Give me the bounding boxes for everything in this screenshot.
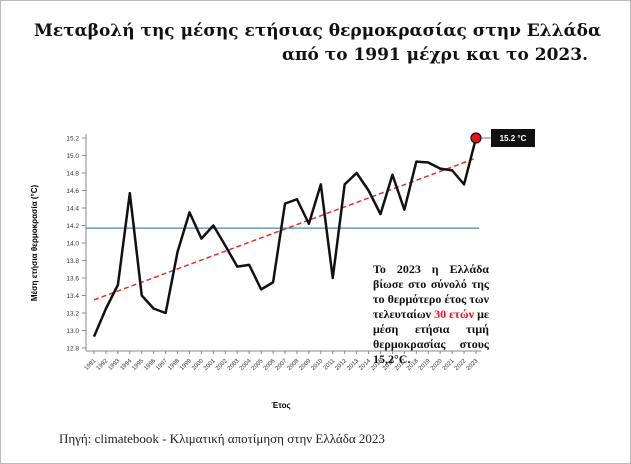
x-tick-label: 1996 — [143, 358, 157, 372]
x-tick-label: 2003 — [227, 358, 241, 372]
x-tick-label: 2009 — [299, 358, 313, 372]
x-tick-label: 1998 — [167, 358, 181, 372]
annotation-emphasis: 30 ετών — [434, 307, 474, 321]
x-tick-label: 2006 — [263, 358, 277, 372]
x-tick-label: 2013 — [346, 358, 360, 372]
title-line: από το 1991 μέχρι και το 2023. — [281, 45, 588, 65]
y-tick-label: 15.2 — [66, 136, 79, 143]
x-tick-label: 2004 — [239, 358, 253, 372]
title-line: Μεταβολή της μέσης ετήσιας θερμοκρασίας … — [34, 21, 602, 41]
y-tick-label: 14.2 — [66, 223, 79, 230]
source: Πηγή: climatebook - Κλιματική αποτίμηση … — [59, 431, 385, 446]
x-tick-label: 2008 — [287, 358, 301, 372]
y-tick-label: 14.0 — [66, 241, 79, 248]
callout-box — [491, 129, 535, 147]
x-tick-label: 2000 — [191, 358, 205, 372]
annotation: Το 2023 η Ελλάδα βίωσε στο σύνολό της το… — [373, 262, 489, 367]
x-tick-label: 2010 — [311, 358, 325, 372]
y-tick-label: 14.4 — [66, 206, 79, 213]
x-tick-label: 2007 — [275, 358, 289, 372]
annotation-text: με μέση ετήσια τιμή θερμοκρασίας στους 1… — [373, 307, 490, 366]
x-tick-label: 2002 — [215, 358, 229, 372]
x-tick-label: 1991 — [84, 358, 98, 372]
y-tick-label: 13.8 — [66, 258, 79, 265]
x-tick-label: 1992 — [96, 358, 110, 372]
highlight-point — [470, 132, 482, 144]
y-tick-label: 14.6 — [66, 188, 79, 195]
x-tick-label: 2014 — [358, 358, 372, 372]
y-axis-label: Μέση ετήσια θερμοκρασία (°C) — [30, 185, 39, 302]
x-tick-label: 2011 — [323, 358, 337, 372]
y-tick-label: 14.8 — [66, 171, 79, 178]
x-tick-label: 1993 — [108, 358, 122, 372]
x-tick-label: 1999 — [179, 358, 193, 372]
y-tick-label: 13.0 — [66, 328, 79, 335]
x-axis-label: Έτος — [271, 401, 290, 410]
x-tick-label: 1994 — [120, 358, 134, 372]
annotation-text: Το 2023 η Ελλάδα βίωσε στο σύνολό της το… — [373, 262, 489, 321]
x-tick-label: 2001 — [203, 358, 217, 372]
x-tick-label: 1995 — [131, 358, 145, 372]
y-tick-label: 13.6 — [66, 276, 79, 283]
x-tick-label: 2012 — [334, 358, 348, 372]
y-tick-label: 12.8 — [66, 346, 79, 353]
x-tick-label: 2005 — [251, 358, 265, 372]
temperature-line — [92, 137, 478, 338]
y-tick-label: 13.4 — [66, 293, 79, 300]
x-tick-label: 1997 — [155, 358, 169, 372]
callout-label: 15.2 °C — [500, 134, 527, 143]
y-tick-label: 15.0 — [66, 153, 79, 160]
y-tick-label: 13.2 — [66, 311, 79, 318]
